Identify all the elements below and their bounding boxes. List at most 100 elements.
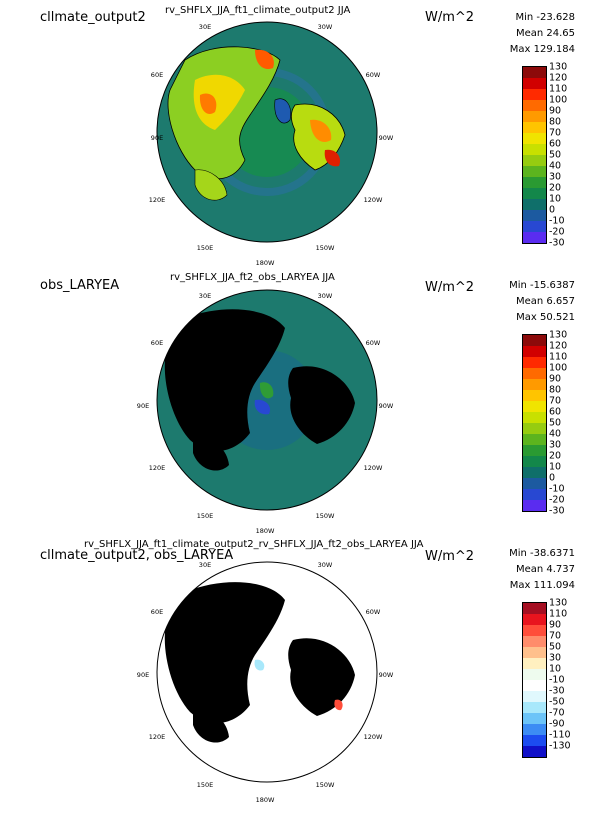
lon-label: 90W	[378, 402, 394, 410]
stat-mean: Mean 4.737	[515, 564, 575, 575]
colorbar-label: -10	[549, 483, 565, 495]
colorbar-box	[523, 724, 546, 735]
lon-label: 150W	[315, 512, 335, 520]
stats-block: Min -38.6371 Mean 4.737 Max 111.094	[490, 546, 575, 594]
lon-label: 180W	[255, 527, 275, 535]
colorbar-label: 0	[549, 204, 556, 216]
colorbar	[522, 66, 547, 244]
lon-label: 60W	[365, 71, 381, 79]
colorbar-label: 20	[549, 182, 562, 194]
colorbar	[522, 602, 547, 758]
colorbar-label: 90	[549, 105, 562, 117]
land-north-america-masked	[288, 366, 355, 444]
colorbar-box	[523, 166, 546, 177]
lon-label: 120E	[148, 464, 166, 472]
colorbar-box	[523, 67, 546, 78]
colorbar-label: 10	[549, 193, 562, 205]
colorbar-label: 90	[549, 373, 562, 385]
land-north-america-masked	[288, 638, 355, 716]
lon-label: 150E	[196, 512, 214, 520]
colorbar-box	[523, 357, 546, 368]
colorbar-box	[523, 89, 546, 100]
colorbar-label: 60	[549, 138, 562, 150]
colorbar-box	[523, 144, 546, 155]
lon-label: 120E	[148, 733, 166, 741]
lon-label: 150W	[315, 244, 335, 252]
colorbar-label: 50	[549, 417, 562, 429]
colorbar-label: -110	[549, 729, 571, 741]
panel-observations: obs_LARYEA rv_SHFLX_JJA_ft2_obs_LARYEA J…	[0, 272, 606, 535]
polar-map	[156, 21, 378, 243]
colorbar-label: 0	[549, 472, 556, 484]
map-boundary	[156, 561, 378, 783]
negative-flux-field	[254, 399, 271, 415]
colorbar-label: 100	[549, 362, 568, 374]
lon-label: 60E	[150, 608, 164, 616]
colorbar-label: 50	[549, 149, 562, 161]
land-eurasia-masked	[164, 582, 285, 724]
colorbar-label: -10	[549, 215, 565, 227]
colorbar-box	[523, 122, 546, 133]
land-na-hot-zone	[310, 119, 332, 142]
lon-label: 150E	[196, 244, 214, 252]
polar-map	[156, 561, 378, 783]
stat-min: Min -23.628	[515, 12, 575, 23]
colorbar-box	[523, 210, 546, 221]
lon-label: 30E	[198, 292, 212, 300]
land-africa-masked	[193, 709, 229, 743]
colorbar-box	[523, 379, 546, 390]
colorbar-label: -50	[549, 696, 565, 708]
land-hot-zone	[193, 74, 245, 130]
colorbar-box	[523, 636, 546, 647]
land-africa	[194, 169, 228, 201]
colorbar-label: 110	[549, 351, 568, 363]
polar-map	[156, 289, 378, 511]
land-africa-masked	[193, 437, 229, 471]
lon-label: 30E	[198, 561, 212, 569]
colorbar-box	[523, 713, 546, 724]
colorbar-box	[523, 434, 546, 445]
colorbar-label: 130	[549, 329, 568, 341]
sea-ice-field	[259, 382, 274, 399]
colorbar-box	[523, 133, 546, 144]
lon-label: 90W	[378, 671, 394, 679]
colorbar-box	[523, 78, 546, 89]
lon-label: 60W	[365, 608, 381, 616]
colorbar-label: 130	[549, 61, 568, 73]
colorbar-box	[523, 100, 546, 111]
colorbar-label: 50	[549, 641, 562, 653]
colorbar-label: -30	[549, 505, 565, 517]
lon-label: 90E	[150, 134, 164, 142]
stat-max: Max 129.184	[509, 44, 575, 55]
lon-label: 180W	[255, 796, 275, 804]
units-label: W/m^2	[425, 10, 475, 25]
stat-mean: Mean 6.657	[515, 296, 575, 307]
lon-label: 120W	[363, 464, 383, 472]
negative-diff-field	[254, 659, 265, 671]
land-eurasia-masked	[164, 309, 285, 452]
colorbar-label: 110	[549, 608, 568, 620]
colorbar-label: -20	[549, 494, 565, 506]
colorbar-label: -30	[549, 237, 565, 249]
stats-block: Min -23.628 Mean 24.65 Max 129.184	[490, 10, 575, 58]
colorbar-label: -20	[549, 226, 565, 238]
land-greenland	[274, 98, 291, 124]
colorbar-box	[523, 489, 546, 500]
colorbar-box	[523, 467, 546, 478]
stat-min: Min -15.6387	[509, 280, 575, 291]
colorbar-label: -130	[549, 740, 571, 752]
colorbar-label: 70	[549, 127, 562, 139]
colorbar-box	[523, 232, 546, 243]
colorbar-label: 20	[549, 450, 562, 462]
map-boundary	[156, 289, 378, 511]
land-na-hottest	[324, 149, 341, 167]
colorbar-label: 70	[549, 395, 562, 407]
case-label: cllmate_output2, obs_LARYEA	[40, 548, 234, 563]
stat-min: Min -38.6371	[509, 548, 575, 559]
lon-label: 30E	[198, 23, 212, 31]
lon-label: 60W	[365, 339, 381, 347]
colorbar-box	[523, 625, 546, 636]
lon-label: 90W	[378, 134, 394, 142]
units-label: W/m^2	[425, 280, 475, 295]
colorbar-label: 90	[549, 619, 562, 631]
